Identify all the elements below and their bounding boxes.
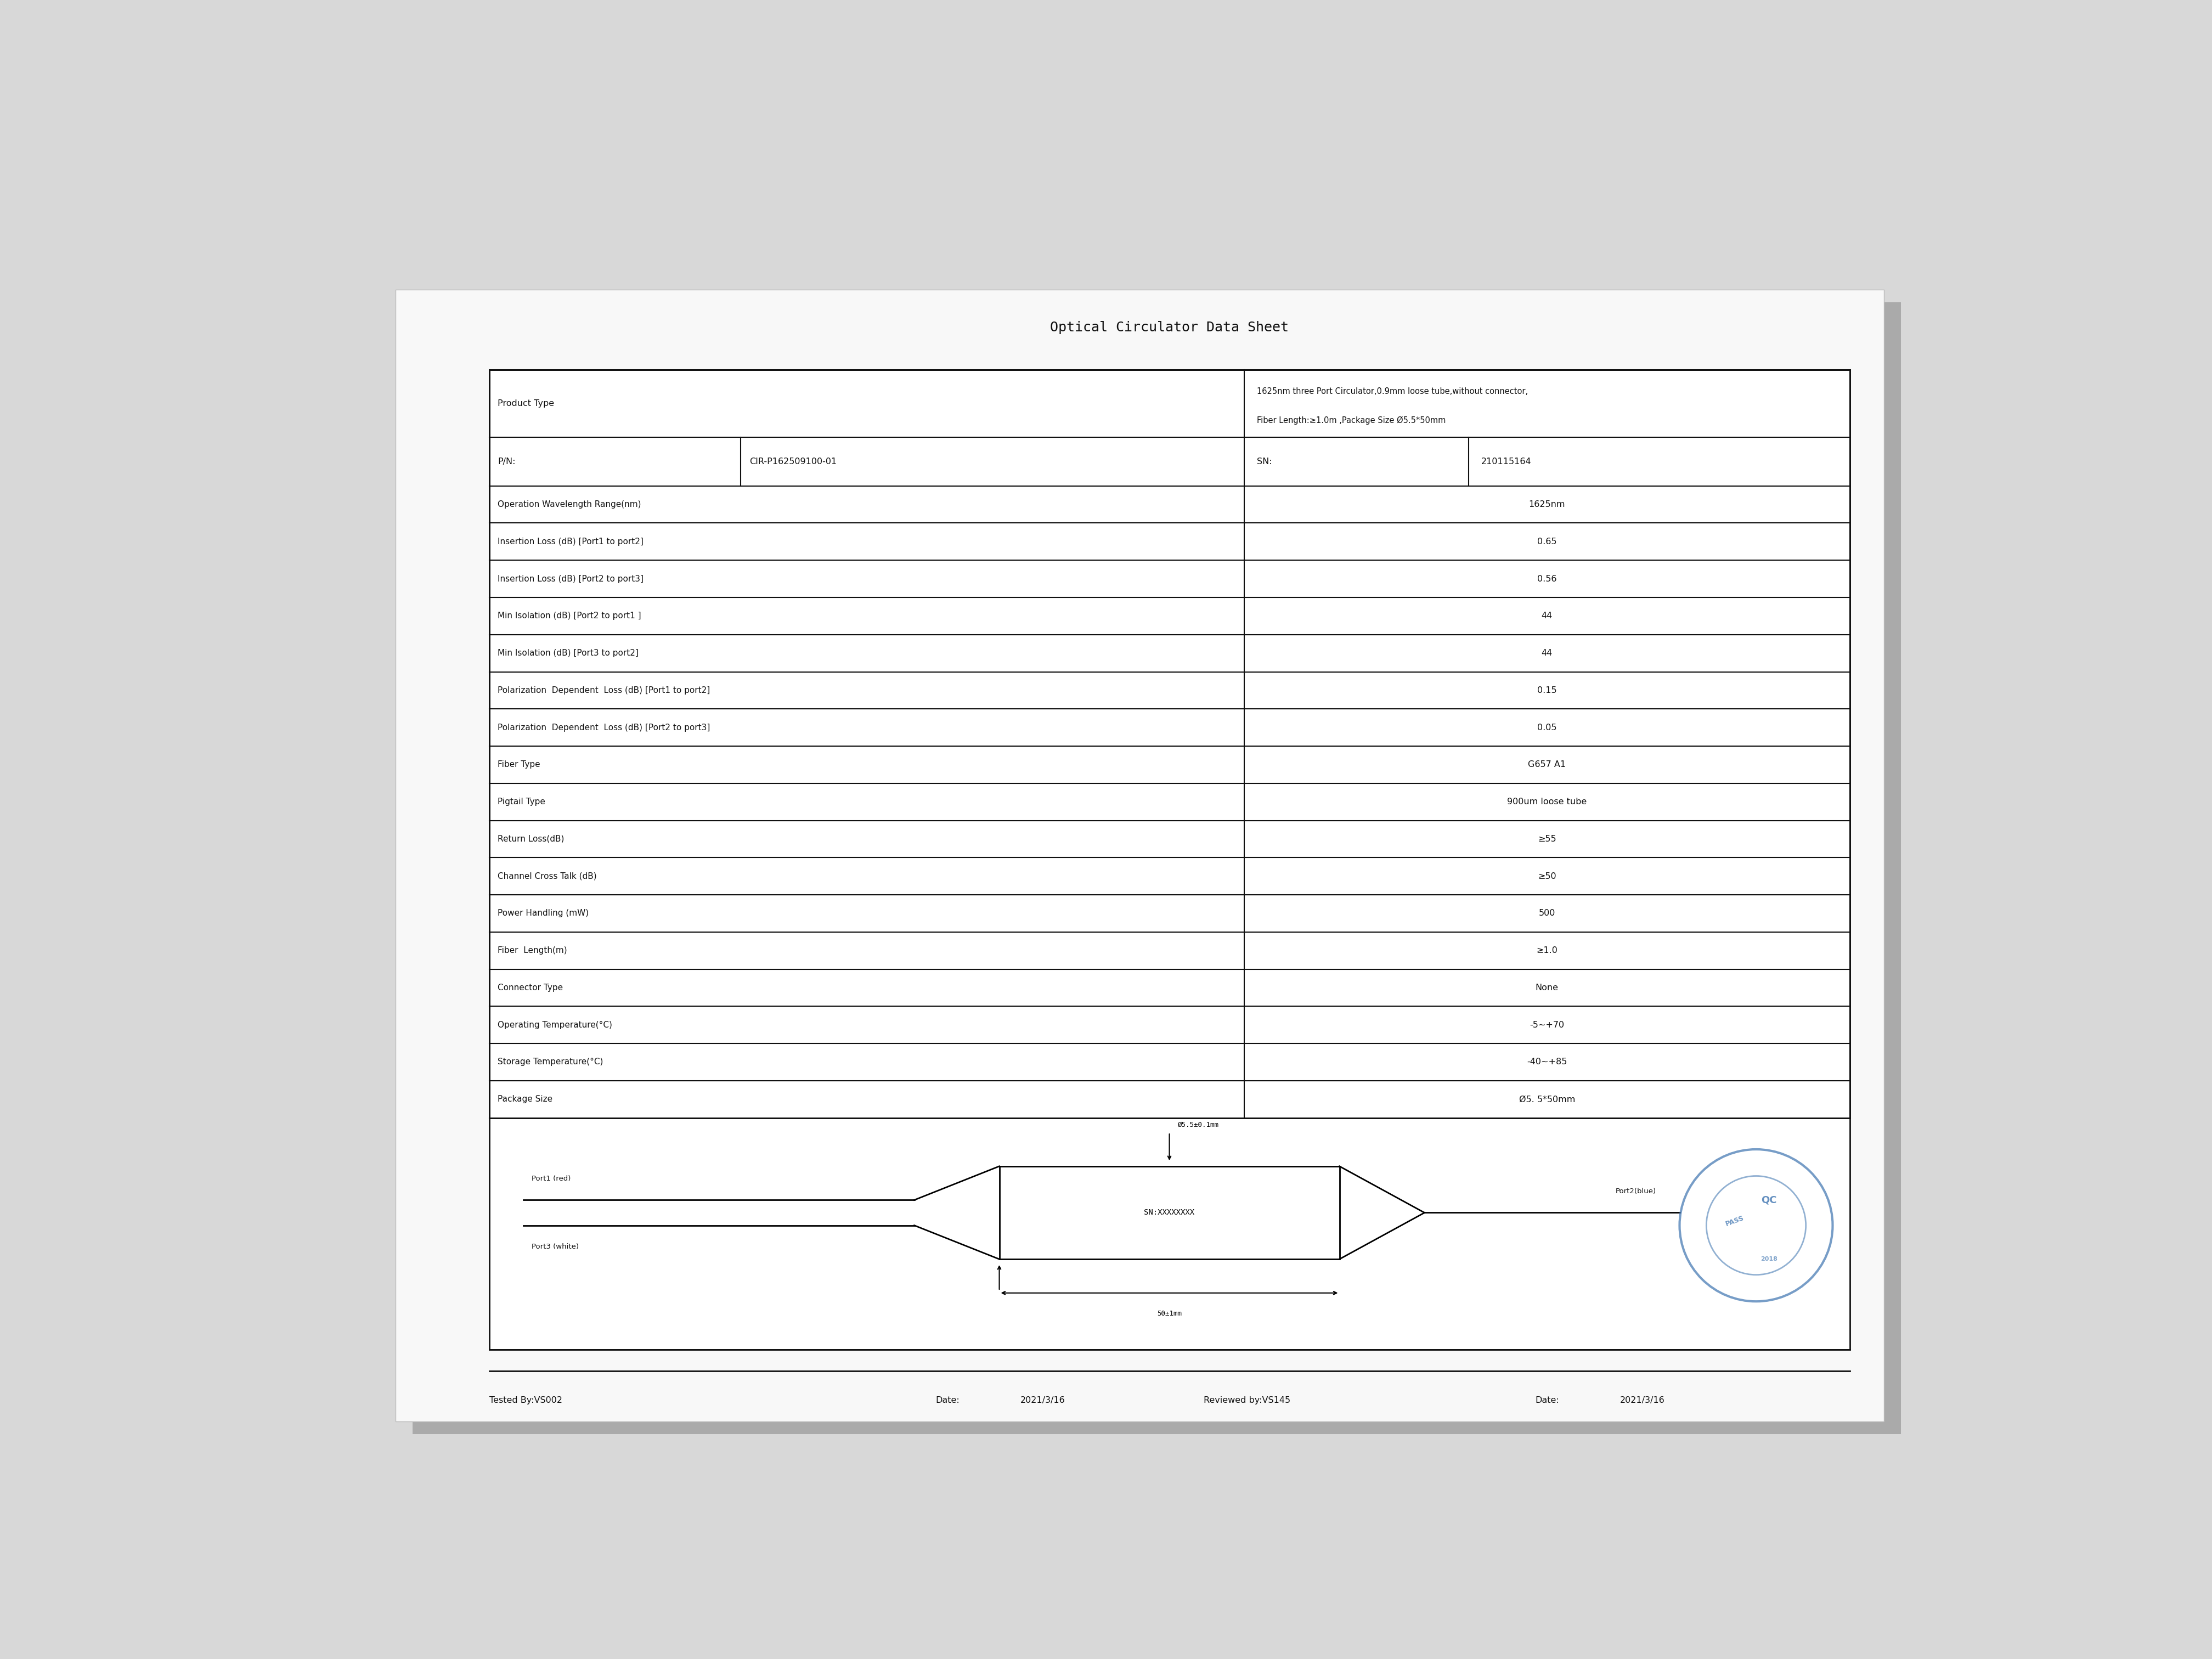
Text: 0.15: 0.15 [1537,687,1557,695]
Text: Date:: Date: [936,1397,960,1405]
Bar [396,289,1885,1422]
Text: Storage Temperature(°C): Storage Temperature(°C) [498,1058,604,1067]
Text: Operation Wavelength Range(nm): Operation Wavelength Range(nm) [498,501,641,509]
Text: 0.56: 0.56 [1537,574,1557,582]
Text: Channel Cross Talk (dB): Channel Cross Talk (dB) [498,873,597,881]
Text: Polarization  Dependent  Loss (dB) [Port2 to port3]: Polarization Dependent Loss (dB) [Port2 … [498,723,710,732]
Text: Product Type: Product Type [498,400,555,408]
Text: Port3 (white): Port3 (white) [531,1243,580,1251]
Text: 1625nm three Port Circulator,0.9mm loose tube,without connector,: 1625nm three Port Circulator,0.9mm loose… [1256,387,1528,395]
Text: Ø5. 5*50mm: Ø5. 5*50mm [1520,1095,1575,1103]
Text: Operating Temperature(°C): Operating Temperature(°C) [498,1020,613,1029]
Text: G657 A1: G657 A1 [1528,760,1566,768]
Text: Insertion Loss (dB) [Port2 to port3]: Insertion Loss (dB) [Port2 to port3] [498,574,644,582]
Text: -5~+70: -5~+70 [1531,1020,1564,1029]
Text: Polarization  Dependent  Loss (dB) [Port1 to port2]: Polarization Dependent Loss (dB) [Port1 … [498,687,710,695]
Text: Reviewed by:VS145: Reviewed by:VS145 [1203,1397,1290,1405]
Text: Ø5.5±0.1mm: Ø5.5±0.1mm [1177,1121,1219,1128]
Text: 0.65: 0.65 [1537,538,1557,546]
Text: 210115164: 210115164 [1482,458,1531,466]
Bar [489,370,1849,1118]
Text: ≥50: ≥50 [1537,873,1557,881]
Text: 500: 500 [1540,909,1555,917]
Text: Return Loss(dB): Return Loss(dB) [498,834,564,843]
Text: P/N:: P/N: [498,458,515,466]
Text: 50±1mm: 50±1mm [1157,1311,1181,1317]
Text: Tested By:VS002: Tested By:VS002 [489,1397,562,1405]
Text: Package Size: Package Size [498,1095,553,1103]
Text: ≥55: ≥55 [1537,834,1557,843]
Text: Power Handling (mW): Power Handling (mW) [498,909,588,917]
Text: 2018: 2018 [1761,1256,1776,1262]
Text: Port2(blue): Port2(blue) [1615,1188,1657,1194]
Text: Fiber  Length(m): Fiber Length(m) [498,947,566,954]
Text: 44: 44 [1542,612,1553,620]
Text: Fiber Length:≥1.0m ,Package Size Ø5.5*50mm: Fiber Length:≥1.0m ,Package Size Ø5.5*50… [1256,416,1447,425]
Text: None: None [1535,984,1559,992]
Text: 0.05: 0.05 [1537,723,1557,732]
Text: 900um loose tube: 900um loose tube [1506,798,1586,806]
Bar [489,1118,1849,1350]
Bar [414,302,1900,1435]
Text: PASS: PASS [1725,1214,1745,1228]
Text: Date:: Date: [1535,1397,1559,1405]
Text: Min Isolation (dB) [Port2 to port1 ]: Min Isolation (dB) [Port2 to port1 ] [498,612,641,620]
Text: Optical Circulator Data Sheet: Optical Circulator Data Sheet [1051,320,1290,333]
Text: Fiber Type: Fiber Type [498,760,540,768]
Text: Connector Type: Connector Type [498,984,562,992]
Text: SN:: SN: [1256,458,1272,466]
Text: SN:XXXXXXXX: SN:XXXXXXXX [1144,1209,1194,1216]
Text: 1625nm: 1625nm [1528,501,1566,509]
Text: QC: QC [1761,1194,1776,1204]
Text: CIR-P162509100-01: CIR-P162509100-01 [750,458,836,466]
Text: Port1 (red): Port1 (red) [531,1175,571,1183]
Bar [1000,1166,1340,1259]
Text: -40~+85: -40~+85 [1526,1058,1566,1067]
Text: 44: 44 [1542,649,1553,657]
Text: Insertion Loss (dB) [Port1 to port2]: Insertion Loss (dB) [Port1 to port2] [498,538,644,546]
Text: ≥1.0: ≥1.0 [1537,947,1557,954]
Text: Min Isolation (dB) [Port3 to port2]: Min Isolation (dB) [Port3 to port2] [498,649,639,657]
Text: Pigtail Type: Pigtail Type [498,798,544,806]
Text: 2021/3/16: 2021/3/16 [1020,1397,1066,1405]
Text: 2021/3/16: 2021/3/16 [1619,1397,1666,1405]
